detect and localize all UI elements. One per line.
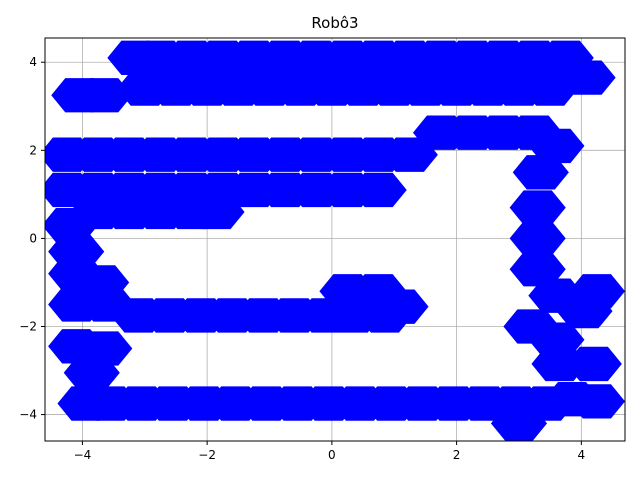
y-tick-label: 4: [29, 55, 37, 69]
data-markers: [45, 40, 625, 441]
hexagon-marker: [381, 137, 438, 172]
x-tick-label: −4: [74, 448, 92, 462]
hexagon-marker: [45, 208, 99, 243]
hexagon-marker: [565, 346, 622, 382]
hexagon-marker: [509, 190, 566, 225]
hexagon-marker: [509, 252, 566, 287]
hexagon-marker: [188, 194, 245, 230]
hexagon-marker: [509, 221, 566, 256]
hexagon-marker: [350, 172, 407, 208]
hexagon-marker: [559, 60, 616, 95]
hexagon-marker: [372, 289, 429, 324]
x-tick-label: 4: [578, 448, 586, 462]
chart-title: Robô3: [311, 14, 358, 32]
hexagon-marker: [63, 355, 120, 390]
hexagon-marker: [568, 384, 625, 419]
hexagon-marker: [490, 406, 548, 441]
hexagon-marker: [76, 78, 133, 113]
hexagon-marker: [528, 128, 585, 164]
plot-area-frame: [44, 37, 626, 442]
hexagon-marker: [512, 155, 569, 190]
hexagon-marker: [556, 293, 613, 329]
y-tick-label: −4: [19, 408, 37, 422]
x-tick-label: 0: [328, 448, 336, 462]
y-tick-label: 2: [29, 143, 37, 157]
y-tick-label: 0: [29, 231, 37, 245]
axis-ticks: −4 −2 0 2 4 −4 −2 0 2 4: [19, 55, 585, 462]
x-tick-label: −2: [198, 448, 216, 462]
x-tick-label: 2: [453, 448, 461, 462]
y-tick-label: −2: [19, 319, 37, 333]
